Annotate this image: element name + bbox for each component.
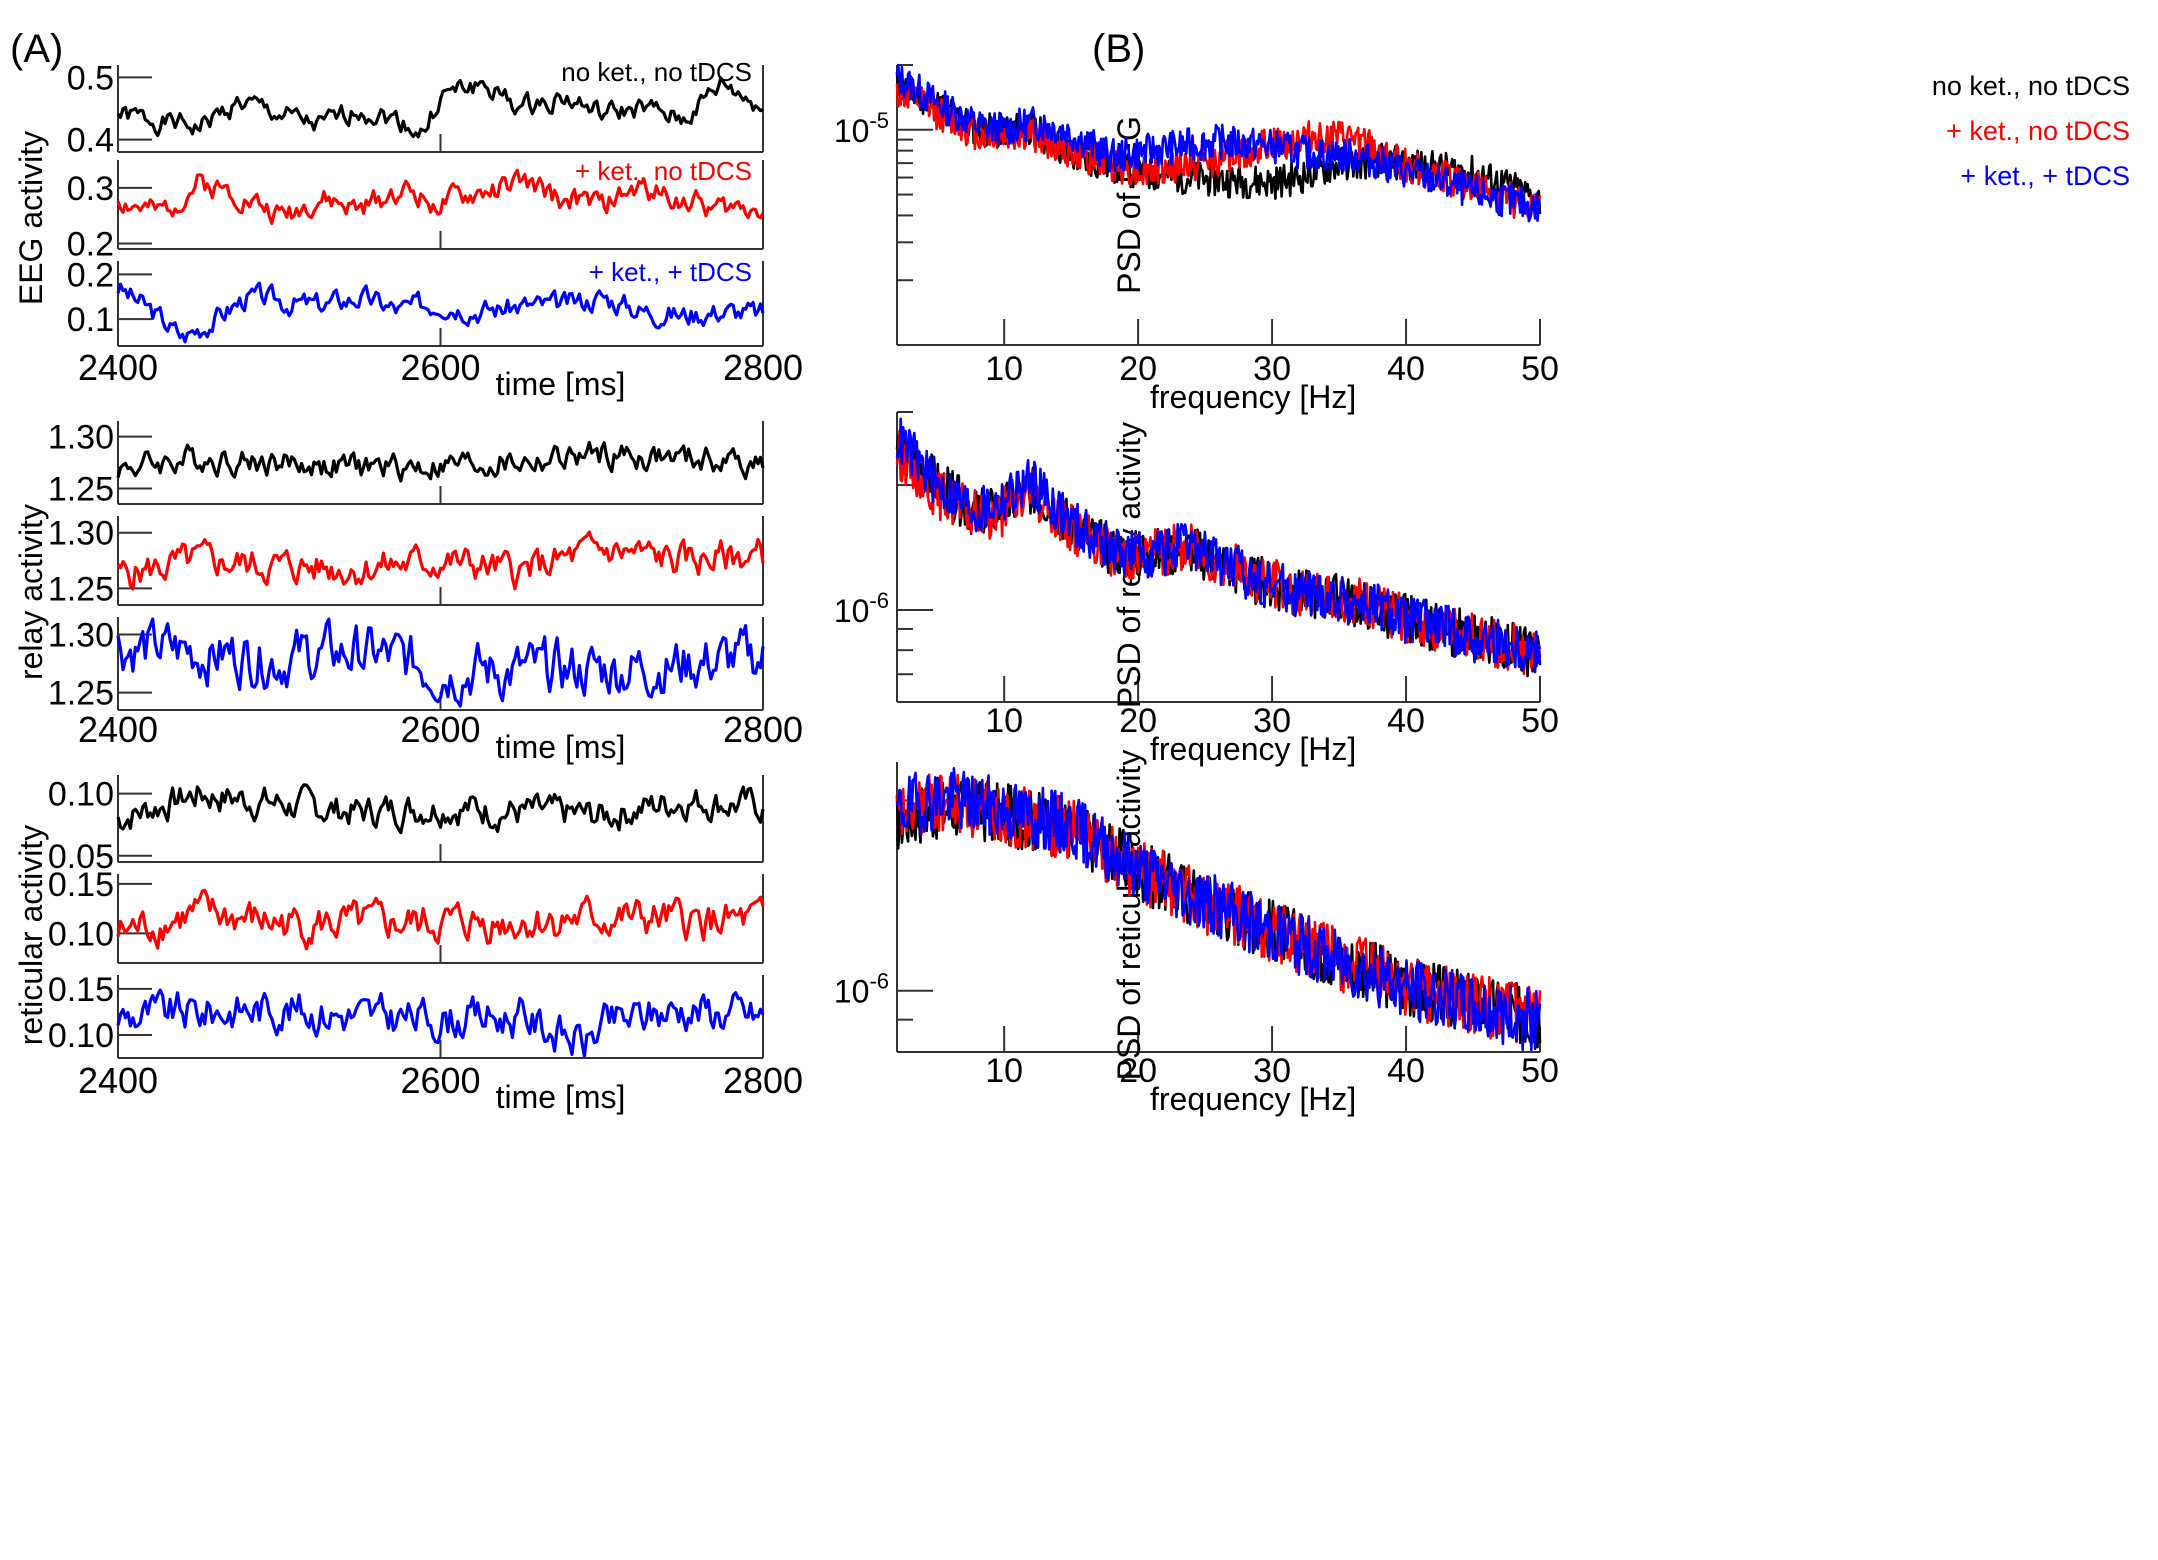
series-line-tdcs: [116, 988, 765, 1058]
eeg-time-row-tdcs: 0.1 0.2 + ket., + tDCS: [67, 256, 765, 347]
y-tick-label: 0.05: [48, 838, 114, 876]
x-axis-label: frequency [Hz]: [1150, 731, 1356, 767]
series-line-ket: [116, 168, 765, 225]
y-tick-label: 1.30: [48, 616, 114, 654]
relay-time-row-tdcs: 1.25 1.30: [48, 616, 765, 713]
relay-time-chart: 1.25 1.30 1.25 1.30 1.25 1.30 2400 2600 2800 time…: [13, 419, 803, 765]
y-tick-label: 0.1: [67, 301, 114, 339]
y-axis-label: PSD of reticular activity: [1111, 750, 1147, 1081]
panel-a-label: (A): [10, 27, 63, 71]
x-tick-label: 20: [1119, 1052, 1157, 1090]
relay-time-row-ket: 1.25 1.30: [48, 515, 765, 608]
y-tick-label: 10-5: [834, 108, 889, 149]
eeg-time-row-ket: 0.2 0.3 + ket., no tDCS: [67, 156, 765, 263]
reticular-time-row-ket: 0.10 0.15: [48, 866, 765, 964]
x-tick-label: 30: [1253, 702, 1291, 740]
x-tick-label: 2600: [400, 709, 480, 750]
x-tick-label: 10: [985, 1052, 1023, 1090]
reticular-psd-chart: 10-6 10 20 30 40 50 frequency [Hz]PSD of retic…: [834, 750, 1559, 1117]
x-tick-label: 40: [1387, 1052, 1425, 1090]
series-line-tdcs: [116, 281, 765, 344]
y-tick-label: 0.5: [67, 59, 114, 97]
legend-entry-ket: + ket., no tDCS: [575, 156, 752, 186]
reticular-time-row-tdcs: 0.10 0.15: [48, 971, 765, 1059]
x-tick-label: 40: [1387, 350, 1425, 388]
y-tick-label: 1.30: [48, 515, 114, 553]
x-tick-label: 40: [1387, 702, 1425, 740]
eeg-time-row-none: 0.4 0.5 no ket., no tDCS: [67, 57, 764, 160]
x-tick-label: 2600: [400, 347, 480, 388]
y-tick-label: 0.10: [48, 776, 114, 814]
y-tick-label: 0.2: [67, 225, 114, 263]
y-tick-label: 0.10: [48, 1017, 114, 1055]
legend-entry-none: no ket., no tDCS: [561, 57, 752, 87]
x-tick-label: 2600: [400, 1060, 480, 1101]
series-line-none: [116, 440, 765, 483]
x-tick-label: 30: [1253, 350, 1291, 388]
y-axis-label: reticular activity: [13, 825, 49, 1046]
legend-entry-none: no ket., no tDCS: [1932, 71, 2130, 101]
series-line-tdcs: [895, 63, 1542, 223]
y-tick-label: 0.4: [67, 122, 114, 160]
x-axis-label: time [ms]: [496, 1079, 626, 1115]
series-line-tdcs: [895, 767, 1542, 1052]
y-tick-label: 1.25: [48, 470, 114, 508]
relay-time-row-none: 1.25 1.30: [48, 419, 765, 508]
series-line-ket: [895, 81, 1542, 220]
legend-entry-tdcs: + ket., + tDCS: [589, 257, 752, 287]
x-tick-label: 2800: [723, 1060, 803, 1101]
x-axis-label: time [ms]: [496, 366, 626, 402]
y-tick-label: 1.30: [48, 419, 114, 457]
x-tick-label: 10: [985, 702, 1023, 740]
x-axis-label: frequency [Hz]: [1150, 379, 1356, 415]
y-tick-label: 0.10: [48, 915, 114, 953]
y-tick-label: 0.2: [67, 256, 114, 294]
y-tick-label: 0.15: [48, 866, 114, 904]
x-tick-label: 10: [985, 350, 1023, 388]
y-tick-label: 0.15: [48, 971, 114, 1009]
x-tick-label: 2800: [723, 347, 803, 388]
reticular-time-row-none: 0.05 0.10: [48, 775, 765, 876]
series-line-ket: [116, 530, 765, 591]
x-tick-label: 20: [1119, 702, 1157, 740]
series-line-tdcs: [116, 617, 765, 708]
legend-entry-tdcs: + ket., + tDCS: [1960, 161, 2130, 191]
x-tick-label: 50: [1521, 702, 1559, 740]
series-line-ket: [116, 888, 765, 951]
x-axis-label: frequency [Hz]: [1150, 1081, 1356, 1117]
x-tick-label: 2400: [78, 347, 158, 388]
eeg-time-chart: 0.4 0.5 no ket., no tDCS 0.2 0.3 + ket., no t…: [13, 57, 803, 402]
legend-entry-ket: + ket., no tDCS: [1946, 116, 2130, 146]
y-axis-label: EEG activity: [13, 131, 49, 305]
x-tick-label: 50: [1521, 350, 1559, 388]
series-line-tdcs: [895, 417, 1542, 674]
y-axis-label: relay activity: [13, 504, 49, 680]
x-tick-label: 2400: [78, 1060, 158, 1101]
y-tick-label: 10-6: [834, 588, 889, 629]
y-tick-label: 0.3: [67, 170, 114, 208]
x-tick-label: 20: [1119, 350, 1157, 388]
x-tick-label: 2800: [723, 709, 803, 750]
x-tick-label: 2400: [78, 709, 158, 750]
y-tick-label: 10-6: [834, 969, 889, 1010]
y-tick-label: 1.25: [48, 570, 114, 608]
panel-b-label: (B): [1092, 27, 1145, 71]
x-axis-label: time [ms]: [496, 729, 626, 765]
series-line-none: [116, 783, 765, 835]
reticular-time-chart: 0.05 0.10 0.10 0.15 0.10 0.15 2400 2600 2800 time…: [13, 775, 803, 1115]
x-tick-label: 30: [1253, 1052, 1291, 1090]
x-tick-label: 50: [1521, 1052, 1559, 1090]
y-tick-label: 1.25: [48, 675, 114, 713]
series-line-none: [116, 76, 764, 139]
